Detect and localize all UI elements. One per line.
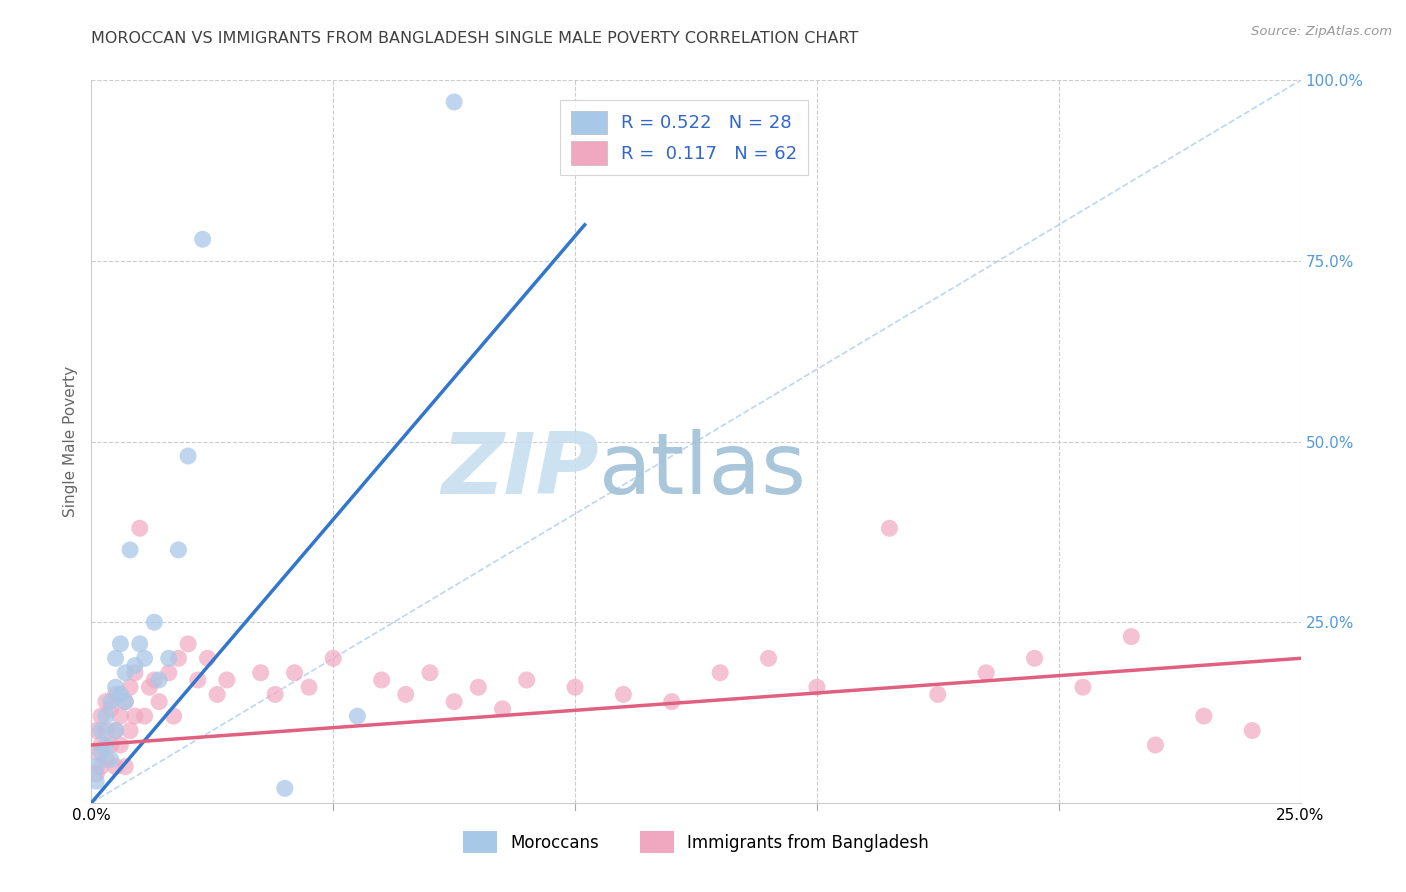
Point <box>94 738 117 752</box>
Point <box>612 687 634 701</box>
Text: atlas: atlas <box>599 429 807 512</box>
Point <box>124 709 146 723</box>
Text: ZIP: ZIP <box>441 429 599 512</box>
Point <box>1024 651 1046 665</box>
Point <box>395 687 418 701</box>
Legend: Moroccans, Immigrants from Bangladesh: Moroccans, Immigrants from Bangladesh <box>457 825 935 860</box>
Point <box>298 680 321 694</box>
Point <box>564 680 586 694</box>
Y-axis label: Single Male Poverty: Single Male Poverty <box>62 366 77 517</box>
Point <box>974 665 997 680</box>
Point <box>187 673 209 687</box>
Point <box>90 738 112 752</box>
Point <box>114 760 136 774</box>
Point <box>128 521 150 535</box>
Point <box>709 665 731 680</box>
Point <box>177 449 200 463</box>
Point <box>758 651 780 665</box>
Point <box>138 680 160 694</box>
Point <box>1121 630 1143 644</box>
Point <box>274 781 297 796</box>
Point <box>100 752 122 766</box>
Point <box>94 752 117 766</box>
Point <box>104 723 127 738</box>
Point <box>148 673 170 687</box>
Point <box>104 723 127 738</box>
Point <box>110 709 132 723</box>
Point <box>84 767 107 781</box>
Point <box>110 687 132 701</box>
Point <box>205 687 228 701</box>
Point <box>120 680 142 694</box>
Point <box>90 709 112 723</box>
Point <box>157 651 180 665</box>
Point <box>249 665 271 680</box>
Point <box>120 723 142 738</box>
Point <box>1241 723 1264 738</box>
Point <box>467 680 489 694</box>
Point <box>283 665 305 680</box>
Point <box>114 695 136 709</box>
Point <box>84 760 107 774</box>
Point <box>167 542 190 557</box>
Point <box>124 665 146 680</box>
Point <box>1192 709 1215 723</box>
Point <box>100 695 122 709</box>
Point <box>100 738 122 752</box>
Point <box>370 673 392 687</box>
Point <box>148 695 170 709</box>
Point <box>879 521 901 535</box>
Point <box>110 738 132 752</box>
Point <box>661 695 683 709</box>
Point <box>128 637 150 651</box>
Point <box>104 651 127 665</box>
Point <box>100 702 122 716</box>
Point <box>322 651 344 665</box>
Point <box>215 673 238 687</box>
Text: MOROCCAN VS IMMIGRANTS FROM BANGLADESH SINGLE MALE POVERTY CORRELATION CHART: MOROCCAN VS IMMIGRANTS FROM BANGLADESH S… <box>91 31 859 46</box>
Point <box>197 651 219 665</box>
Point <box>114 665 136 680</box>
Point <box>443 695 465 709</box>
Point <box>94 695 117 709</box>
Point <box>110 637 132 651</box>
Point <box>134 709 156 723</box>
Point <box>104 680 127 694</box>
Point <box>134 651 156 665</box>
Point <box>157 665 180 680</box>
Point <box>516 673 538 687</box>
Point <box>167 651 190 665</box>
Point <box>143 615 166 630</box>
Point <box>90 760 112 774</box>
Point <box>346 709 368 723</box>
Point <box>90 745 112 759</box>
Point <box>104 687 127 701</box>
Point <box>84 774 107 789</box>
Point <box>1071 680 1094 694</box>
Point <box>90 723 112 738</box>
Point <box>491 702 513 716</box>
Point <box>191 232 214 246</box>
Point <box>443 95 465 109</box>
Point <box>806 680 828 694</box>
Point <box>94 709 117 723</box>
Point <box>84 745 107 759</box>
Point <box>419 665 441 680</box>
Point <box>264 687 287 701</box>
Point <box>120 542 142 557</box>
Point <box>143 673 166 687</box>
Point <box>927 687 949 701</box>
Point <box>1144 738 1167 752</box>
Text: Source: ZipAtlas.com: Source: ZipAtlas.com <box>1251 25 1392 38</box>
Point <box>124 658 146 673</box>
Point <box>114 695 136 709</box>
Point <box>84 723 107 738</box>
Point <box>162 709 184 723</box>
Point <box>94 723 117 738</box>
Point <box>104 760 127 774</box>
Point <box>177 637 200 651</box>
